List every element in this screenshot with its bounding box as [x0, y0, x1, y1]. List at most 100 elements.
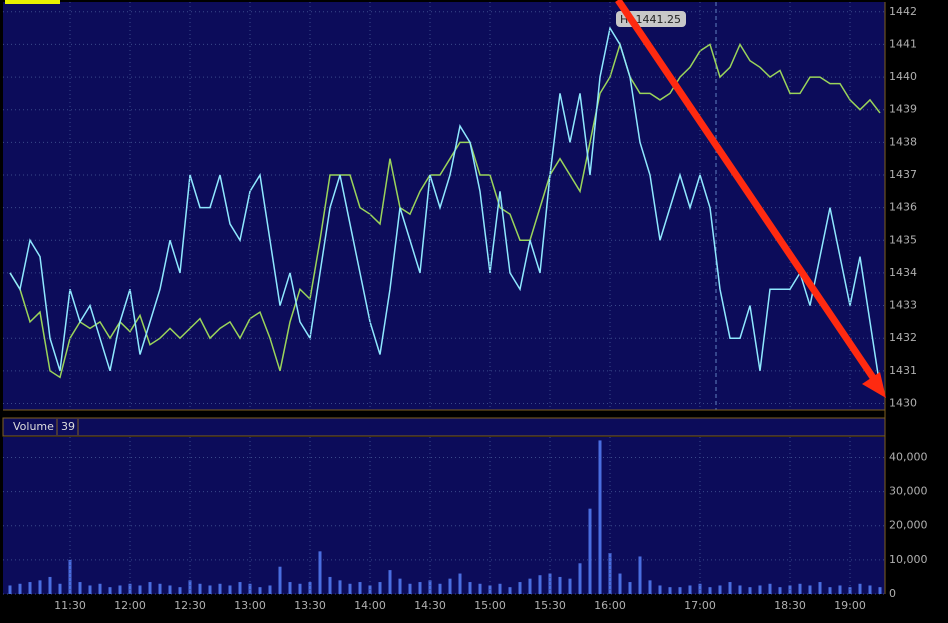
volume-bar: [38, 580, 42, 594]
y-tick-label: 1430: [889, 396, 917, 409]
volume-bar: [878, 587, 882, 594]
x-tick-label: 15:30: [534, 599, 566, 612]
volume-bar: [658, 585, 662, 594]
indicator-tab: [5, 0, 60, 4]
volume-bar: [868, 585, 872, 594]
volume-bar: [508, 587, 512, 594]
volume-bar: [288, 582, 292, 594]
volume-bar: [358, 582, 362, 594]
volume-bar: [198, 583, 202, 594]
y-tick-label: 1441: [889, 37, 917, 50]
x-tick-label: 17:00: [684, 599, 716, 612]
volume-bar: [538, 575, 542, 594]
volume-bar: [88, 585, 92, 594]
volume-bar: [768, 583, 772, 594]
volume-bar: [158, 583, 162, 594]
volume-bar: [748, 587, 752, 594]
volume-bar: [468, 582, 472, 594]
x-tick-label: 13:30: [294, 599, 326, 612]
volume-bar: [298, 583, 302, 594]
volume-value: 39: [61, 420, 75, 433]
volume-bar: [598, 440, 602, 594]
volume-panel: [3, 437, 885, 594]
volume-bar: [128, 583, 132, 594]
volume-bar: [378, 582, 382, 594]
volume-bar: [418, 582, 422, 594]
y-tick-label: 0: [889, 587, 896, 600]
volume-bar: [458, 573, 462, 594]
volume-bar: [728, 582, 732, 594]
y-tick-label: 20,000: [889, 519, 928, 532]
volume-bar: [698, 583, 702, 594]
volume-bar: [28, 582, 32, 594]
volume-bar: [138, 585, 142, 594]
volume-bar: [838, 585, 842, 594]
volume-bar: [778, 587, 782, 594]
volume-bar: [688, 585, 692, 594]
volume-bar: [348, 583, 352, 594]
y-tick-label: 1431: [889, 364, 917, 377]
y-tick-label: 30,000: [889, 485, 928, 498]
x-tick-label: 12:00: [114, 599, 146, 612]
volume-title: Volume: [13, 420, 54, 433]
volume-bar: [308, 582, 312, 594]
volume-bar: [518, 582, 522, 594]
volume-bar: [628, 582, 632, 594]
price-panel: [3, 2, 885, 410]
x-tick-label: 19:00: [834, 599, 866, 612]
x-tick-label: 12:30: [174, 599, 206, 612]
volume-bar: [408, 583, 412, 594]
y-tick-label: 1439: [889, 103, 917, 116]
volume-bar: [248, 583, 252, 594]
volume-bar: [858, 583, 862, 594]
volume-bar: [798, 583, 802, 594]
volume-bar: [578, 563, 582, 594]
volume-bar: [238, 582, 242, 594]
volume-bar: [398, 578, 402, 594]
volume-bar: [848, 587, 852, 594]
y-tick-label: 1437: [889, 168, 917, 181]
y-tick-label: 40,000: [889, 450, 928, 463]
volume-bar: [638, 556, 642, 594]
y-tick-label: 1442: [889, 5, 917, 18]
volume-bar: [478, 583, 482, 594]
volume-bar: [548, 573, 552, 594]
volume-bar: [808, 585, 812, 594]
volume-bar: [18, 583, 22, 594]
volume-bar: [438, 583, 442, 594]
volume-bar: [618, 573, 622, 594]
volume-bar: [708, 587, 712, 594]
volume-bar: [148, 582, 152, 594]
volume-bar: [118, 585, 122, 594]
y-tick-label: 1435: [889, 233, 917, 246]
y-tick-label: 1432: [889, 331, 917, 344]
volume-bar: [268, 585, 272, 594]
volume-bar: [48, 576, 52, 594]
volume-bar: [758, 585, 762, 594]
y-tick-label: 1433: [889, 299, 917, 312]
volume-bar: [218, 583, 222, 594]
volume-bar: [568, 578, 572, 594]
x-tick-label: 18:30: [774, 599, 806, 612]
x-tick-label: 14:30: [414, 599, 446, 612]
y-tick-label: 10,000: [889, 553, 928, 566]
volume-bar: [168, 585, 172, 594]
volume-bar: [8, 585, 12, 594]
volume-bar: [338, 580, 342, 594]
trend-arrow: [615, 0, 881, 387]
y-tick-label: 1438: [889, 135, 917, 148]
volume-bar: [98, 583, 102, 594]
volume-bar: [498, 583, 502, 594]
x-tick-label: 14:00: [354, 599, 386, 612]
arrow-head: [862, 372, 886, 398]
x-tick-label: 13:00: [234, 599, 266, 612]
volume-bar: [328, 576, 332, 594]
volume-header: [2, 417, 886, 437]
volume-bar: [208, 585, 212, 594]
volume-bar: [828, 587, 832, 594]
volume-bar: [228, 585, 232, 594]
volume-bar: [258, 587, 262, 594]
volume-bar: [668, 587, 672, 594]
volume-bar: [448, 578, 452, 594]
